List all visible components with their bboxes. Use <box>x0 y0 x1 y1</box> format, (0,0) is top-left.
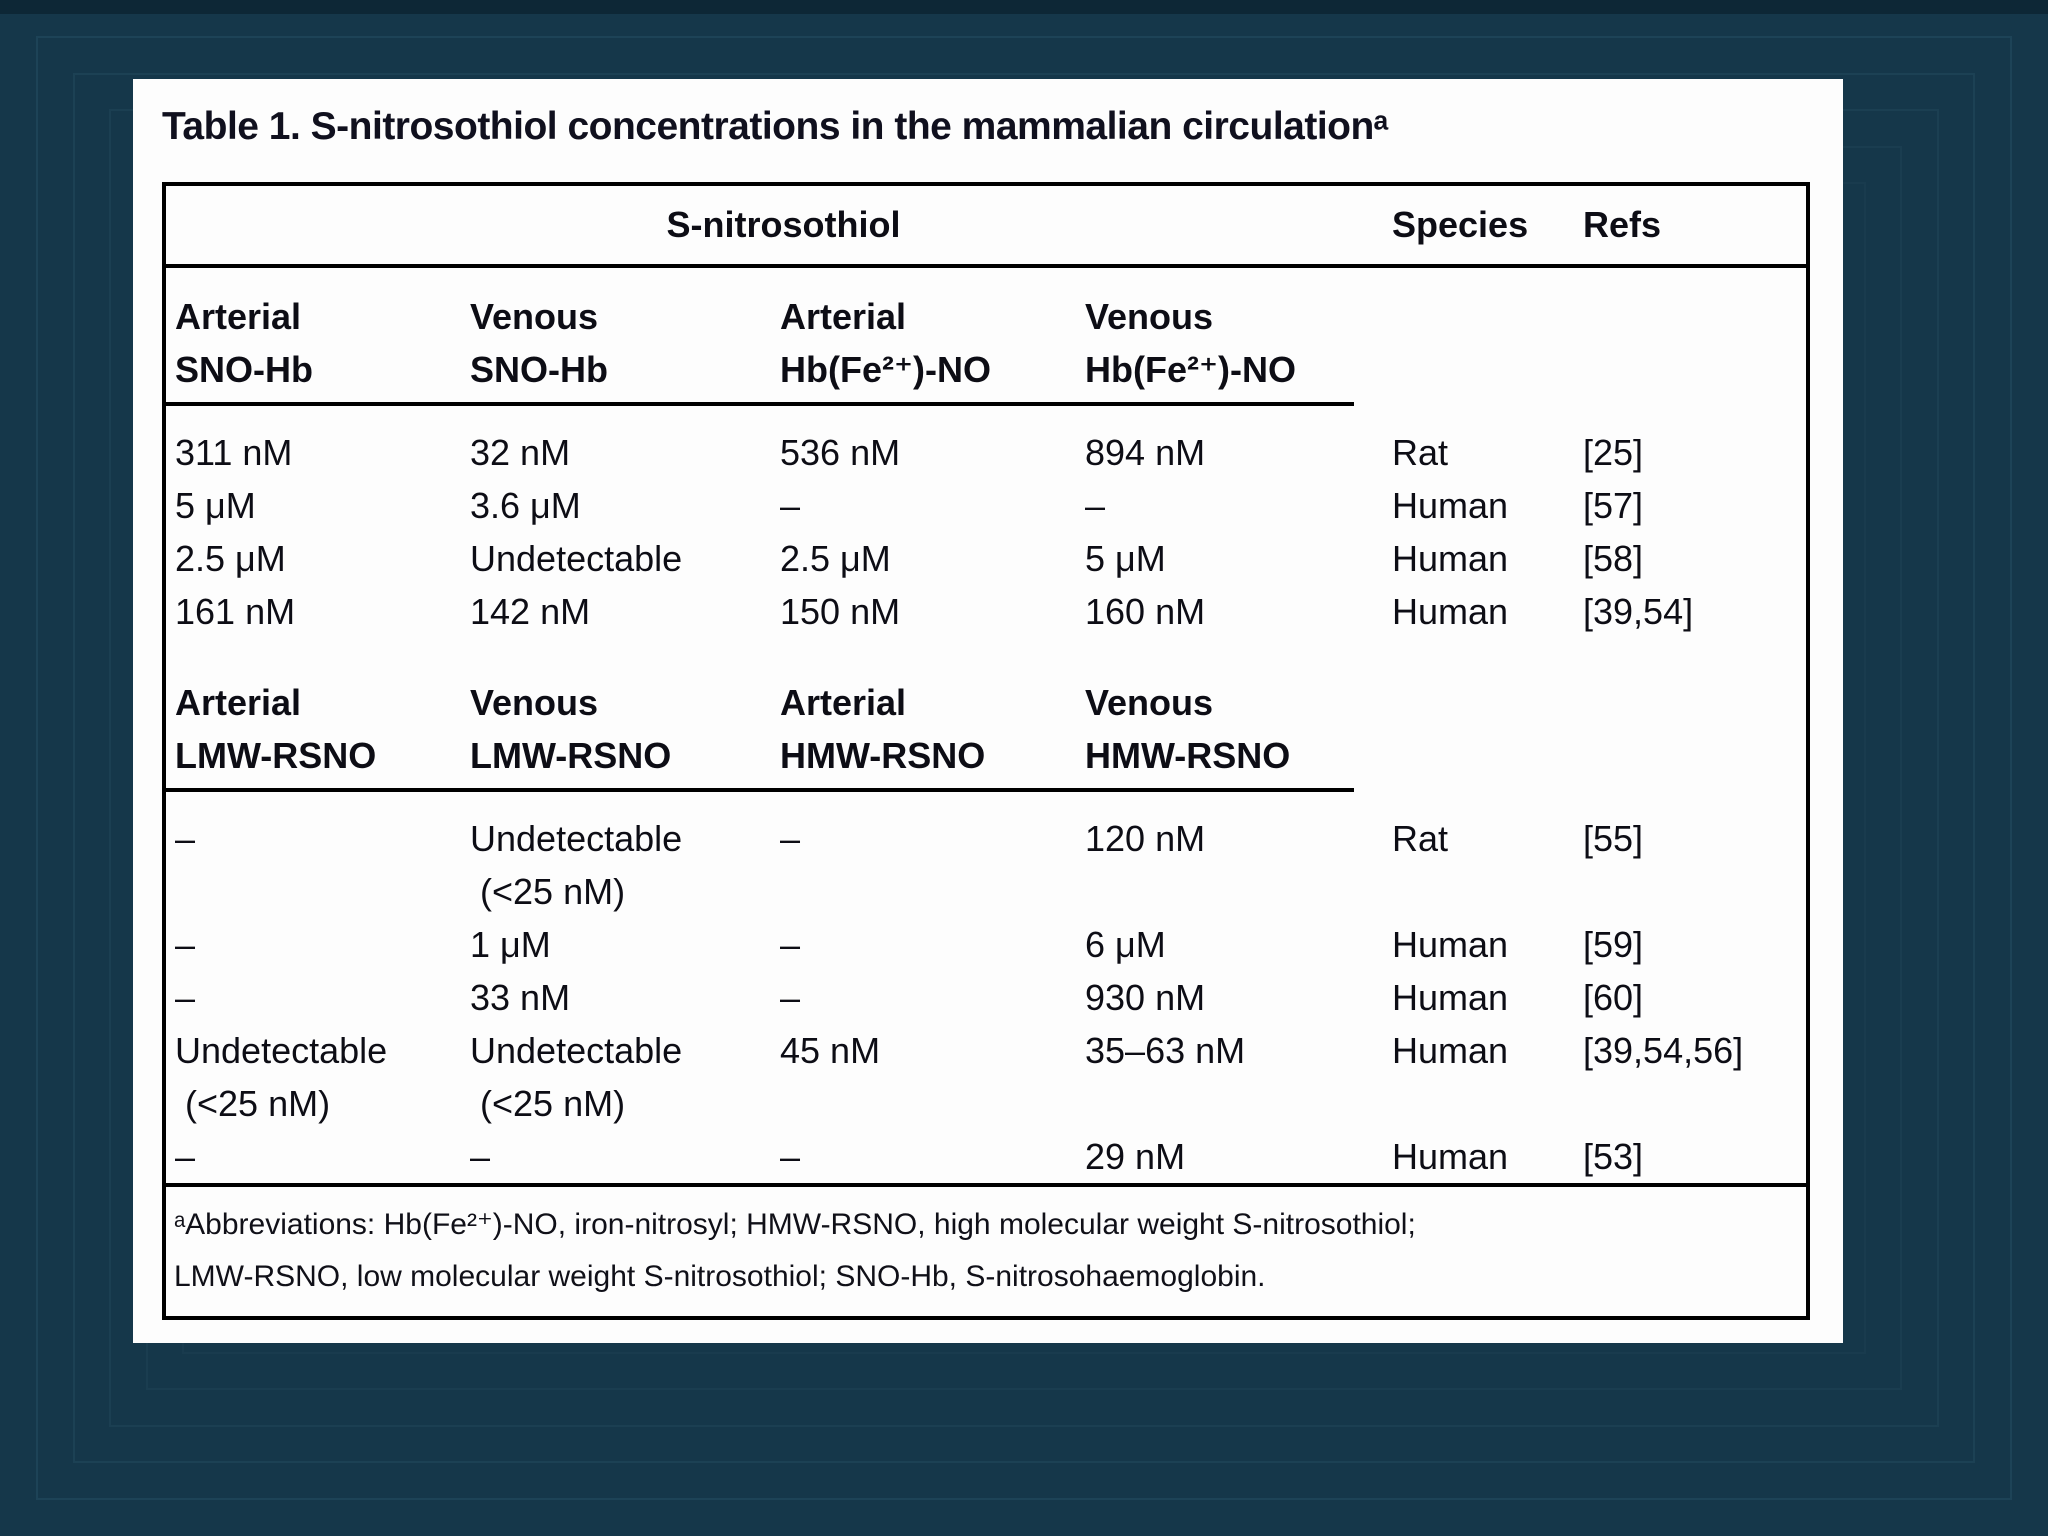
table-cell: 160 nM <box>1085 591 1206 632</box>
refs-cell: [60] <box>1583 977 1644 1018</box>
refs-cell: [57] <box>1583 485 1644 526</box>
table-row: – – – 29 nM Human [53] <box>166 1130 1806 1183</box>
refs-cell: [53] <box>1583 1136 1644 1177</box>
species-cell: Rat <box>1392 432 1449 473</box>
table-cell: – <box>175 977 196 1018</box>
table-cell: – <box>1085 485 1106 526</box>
table-cell: Undetectable (<25 nM) <box>470 1030 683 1124</box>
table-cell: – <box>780 924 801 965</box>
table-row: 161 nM 142 nM 150 nM 160 nM Human [39,54… <box>166 585 1806 638</box>
table-cell: – <box>470 1136 491 1177</box>
table-footnote: ᵃAbbreviations: Hb(Fe²⁺)-NO, iron-nitros… <box>166 1183 1806 1311</box>
top-band <box>0 0 2048 14</box>
table-row: – 1 μM – 6 μM Human [59] <box>166 918 1806 971</box>
table-row: Undetectable (<25 nM) Undetectable (<25 … <box>166 1024 1806 1130</box>
group-header-label: S-nitrosothiol <box>666 204 901 245</box>
subheader-row-1: Arterial SNO-Hb Venous SNO-Hb Arterial H… <box>166 268 1806 402</box>
column-header: Arterial SNO-Hb <box>175 296 313 390</box>
table-row: 311 nM 32 nM 536 nM 894 nM Rat [25] <box>166 426 1806 479</box>
table-cell: 32 nM <box>470 432 571 473</box>
table-cell: 894 nM <box>1085 432 1206 473</box>
column-header: Arterial Hb(Fe²⁺)-NO <box>780 296 991 390</box>
table-cell: – <box>780 485 801 526</box>
table-cell: 29 nM <box>1085 1136 1186 1177</box>
header-rule <box>166 402 1354 406</box>
column-header: Venous HMW-RSNO <box>1085 682 1291 776</box>
table-cell: 35–63 nM <box>1085 1030 1246 1071</box>
table-cell: 3.6 μM <box>470 485 581 526</box>
table-cell: 161 nM <box>175 591 296 632</box>
table-cell: 5 μM <box>175 485 256 526</box>
table-cell: 5 μM <box>1085 538 1166 579</box>
column-header: Venous LMW-RSNO <box>470 682 672 776</box>
table-cell: Undetectable <box>470 538 683 579</box>
species-cell: Human <box>1392 538 1509 579</box>
species-cell: Human <box>1392 591 1509 632</box>
group-header-row: S-nitrosothiol Species Refs <box>166 186 1806 268</box>
species-cell: Human <box>1392 1030 1509 1071</box>
table-cell: – <box>175 1136 196 1177</box>
decorative-frame <box>36 36 2012 1500</box>
refs-cell: [25] <box>1583 432 1644 473</box>
table-section-1: 311 nM 32 nM 536 nM 894 nM Rat [25] 5 μM… <box>166 406 1806 654</box>
refs-cell: [55] <box>1583 818 1644 859</box>
table-cell: – <box>780 818 801 859</box>
table-cell: – <box>175 818 196 859</box>
refs-header: Refs <box>1583 204 1662 245</box>
table-cell: 142 nM <box>470 591 591 632</box>
table-cell: 150 nM <box>780 591 901 632</box>
table-cell: Undetectable (<25 nM) <box>470 818 683 912</box>
table-section-2: – Undetectable (<25 nM) – 120 nM Rat [55… <box>166 792 1806 1183</box>
species-cell: Human <box>1392 485 1509 526</box>
table-row: – 33 nM – 930 nM Human [60] <box>166 971 1806 1024</box>
table-cell: 930 nM <box>1085 977 1206 1018</box>
refs-cell: [58] <box>1583 538 1644 579</box>
data-table: S-nitrosothiol Species Refs Arterial SNO… <box>162 182 1810 1320</box>
subheader-row-2: Arterial LMW-RSNO Venous LMW-RSNO Arteri… <box>166 654 1806 788</box>
table-row: 2.5 μM Undetectable 2.5 μM 5 μM Human [5… <box>166 532 1806 585</box>
table-cell: – <box>175 924 196 965</box>
refs-cell: [59] <box>1583 924 1644 965</box>
table-cell: 45 nM <box>780 1030 881 1071</box>
column-header: Arterial HMW-RSNO <box>780 682 986 776</box>
table-cell: 311 nM <box>175 432 293 473</box>
species-header: Species <box>1392 204 1529 245</box>
species-cell: Human <box>1392 924 1509 965</box>
table-cell: – <box>780 977 801 1018</box>
column-header: Venous SNO-Hb <box>470 296 608 390</box>
species-cell: Human <box>1392 1136 1509 1177</box>
table-cell: 2.5 μM <box>780 538 891 579</box>
decorative-frame <box>73 73 1975 1463</box>
table-cell: 6 μM <box>1085 924 1166 965</box>
species-cell: Human <box>1392 977 1509 1018</box>
column-header: Arterial LMW-RSNO <box>175 682 377 776</box>
species-cell: Rat <box>1392 818 1449 859</box>
table-cell: 120 nM <box>1085 818 1206 859</box>
table-cell: 536 nM <box>780 432 901 473</box>
table-cell: 33 nM <box>470 977 571 1018</box>
table-cell: – <box>780 1136 801 1177</box>
table-title: Table 1. S-nitrosothiol concentrations i… <box>162 105 1389 148</box>
table-cell: 1 μM <box>470 924 551 965</box>
column-header: Venous Hb(Fe²⁺)-NO <box>1085 296 1296 390</box>
refs-cell: [39,54] <box>1583 591 1694 632</box>
table-panel: Table 1. S-nitrosothiol concentrations i… <box>133 79 1843 1343</box>
table-row: 5 μM 3.6 μM – – Human [57] <box>166 479 1806 532</box>
header-rule <box>166 788 1354 792</box>
table-row: – Undetectable (<25 nM) – 120 nM Rat [55… <box>166 812 1806 918</box>
table-cell: 2.5 μM <box>175 538 286 579</box>
table-cell: Undetectable (<25 nM) <box>175 1030 388 1124</box>
refs-cell: [39,54,56] <box>1583 1030 1744 1071</box>
